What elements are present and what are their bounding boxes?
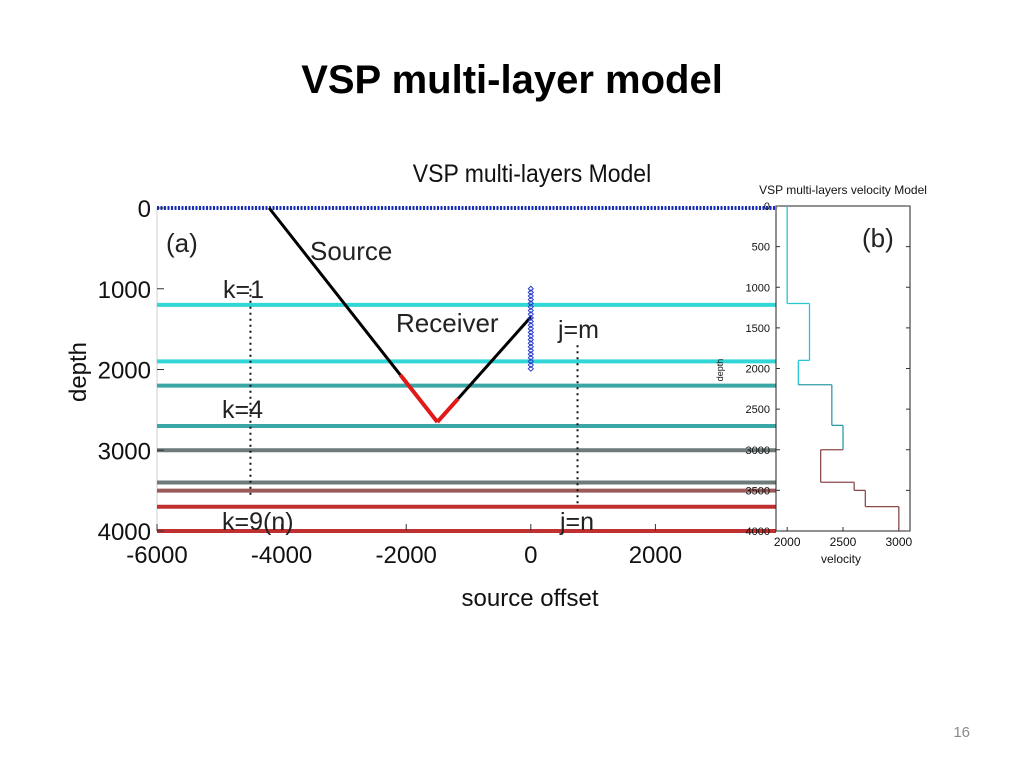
annotation-receiver: Receiver bbox=[396, 308, 499, 338]
annotation-jn: j=n bbox=[559, 508, 594, 536]
y-tick-label: 3000 bbox=[98, 438, 151, 465]
receiver-marker bbox=[527, 303, 535, 311]
b-x-tick-label: 2500 bbox=[830, 535, 857, 549]
b-x-tick-label: 3000 bbox=[885, 535, 912, 549]
receiver-marker bbox=[527, 289, 535, 296]
b-x-tick-label: 2000 bbox=[774, 535, 801, 549]
b-y-tick-label: 3000 bbox=[746, 445, 770, 457]
ray-reflection-right bbox=[435, 397, 460, 424]
receiver-marker bbox=[527, 343, 535, 351]
chart-b-velocity-profile bbox=[786, 206, 900, 531]
x-tick-label: -4000 bbox=[251, 542, 312, 569]
x-tick-label: 0 bbox=[524, 542, 537, 569]
y-tick-label: 4000 bbox=[98, 519, 151, 546]
b-y-tick-label: 3500 bbox=[746, 485, 770, 497]
chart-a-ylabel: depth bbox=[65, 342, 92, 402]
chart-a-panel-label: (a) bbox=[166, 228, 198, 258]
receiver-marker bbox=[527, 354, 535, 361]
annotation-k1: k=1 bbox=[223, 276, 264, 304]
chart-a-receivers bbox=[527, 285, 535, 372]
receiver-marker bbox=[527, 300, 535, 307]
y-tick-label: 0 bbox=[138, 196, 151, 223]
chart-b-y-ticks: 0 500 1000 1500 2000 2500 3000 3500 4000 bbox=[746, 201, 910, 538]
panel-b: VSP multi-layers velocity Model 0 500 1000… bbox=[715, 183, 927, 566]
b-y-tick-label: 0 bbox=[764, 201, 770, 213]
x-tick-label: -6000 bbox=[126, 542, 187, 569]
chart-b-xlabel: velocity bbox=[821, 552, 861, 566]
receiver-marker bbox=[527, 361, 535, 369]
receiver-marker bbox=[527, 292, 535, 300]
page-number: 16 bbox=[953, 724, 970, 741]
b-y-tick-label: 2500 bbox=[746, 404, 770, 416]
receiver-marker bbox=[527, 310, 535, 318]
ray-upgoing bbox=[456, 316, 532, 400]
receiver-marker bbox=[527, 285, 535, 292]
receiver-marker bbox=[527, 314, 535, 322]
y-tick-label: 2000 bbox=[98, 358, 151, 385]
receiver-marker bbox=[527, 332, 535, 340]
annotation-k4: k=4 bbox=[222, 396, 263, 424]
annotation-source: Source bbox=[310, 236, 392, 266]
chart-b-x-ticks: 2000 2500 3000 bbox=[774, 527, 913, 549]
receiver-marker bbox=[527, 358, 535, 365]
receiver-marker bbox=[527, 336, 535, 343]
receiver-marker bbox=[527, 350, 535, 358]
b-y-tick-label: 1000 bbox=[746, 282, 770, 294]
receiver-marker bbox=[527, 325, 535, 332]
receiver-marker bbox=[527, 296, 535, 303]
b-y-tick-label: 2000 bbox=[746, 364, 770, 376]
receiver-marker bbox=[527, 321, 535, 329]
receiver-marker bbox=[527, 318, 535, 325]
chart-b-panel-label: (b) bbox=[862, 223, 894, 253]
receiver-marker bbox=[527, 329, 535, 336]
chart-a-layers bbox=[157, 302, 776, 533]
annotation-jm: j=m bbox=[557, 316, 599, 344]
x-tick-label: 2000 bbox=[629, 542, 682, 569]
chart-a-rays bbox=[267, 207, 532, 424]
ray-reflection-left bbox=[398, 373, 439, 424]
chart-a-y-ticks: 0 1000 2000 3000 4000 bbox=[98, 196, 164, 546]
x-tick-label: -2000 bbox=[376, 542, 437, 569]
chart-a-xlabel: source offset bbox=[462, 585, 599, 612]
chart-a-guides bbox=[249, 288, 579, 507]
receiver-marker bbox=[527, 307, 535, 314]
chart-b-title: VSP multi-layers velocity Model bbox=[759, 183, 927, 197]
panel-a: VSP multi-layers Model 0 1000 2000 3000 4000… bbox=[65, 160, 781, 612]
y-tick-label: 1000 bbox=[98, 277, 151, 304]
receiver-marker bbox=[527, 365, 535, 372]
receiver-marker bbox=[527, 347, 535, 354]
ray-downgoing bbox=[267, 207, 402, 376]
b-y-tick-label: 500 bbox=[752, 242, 770, 254]
chart-a-title: VSP multi-layers Model bbox=[413, 160, 651, 188]
chart-b-backdrop bbox=[778, 204, 912, 534]
b-y-tick-label: 1500 bbox=[746, 323, 770, 335]
b-y-tick-label: 4000 bbox=[746, 526, 770, 538]
chart-a-x-ticks: -6000 -4000 -2000 0 2000 bbox=[126, 524, 682, 569]
annotation-k9: k=9(n) bbox=[222, 508, 294, 536]
receiver-marker bbox=[527, 340, 535, 347]
slide-title: VSP multi-layer model bbox=[301, 58, 723, 102]
chart-b-ylabel: depth bbox=[715, 359, 725, 382]
